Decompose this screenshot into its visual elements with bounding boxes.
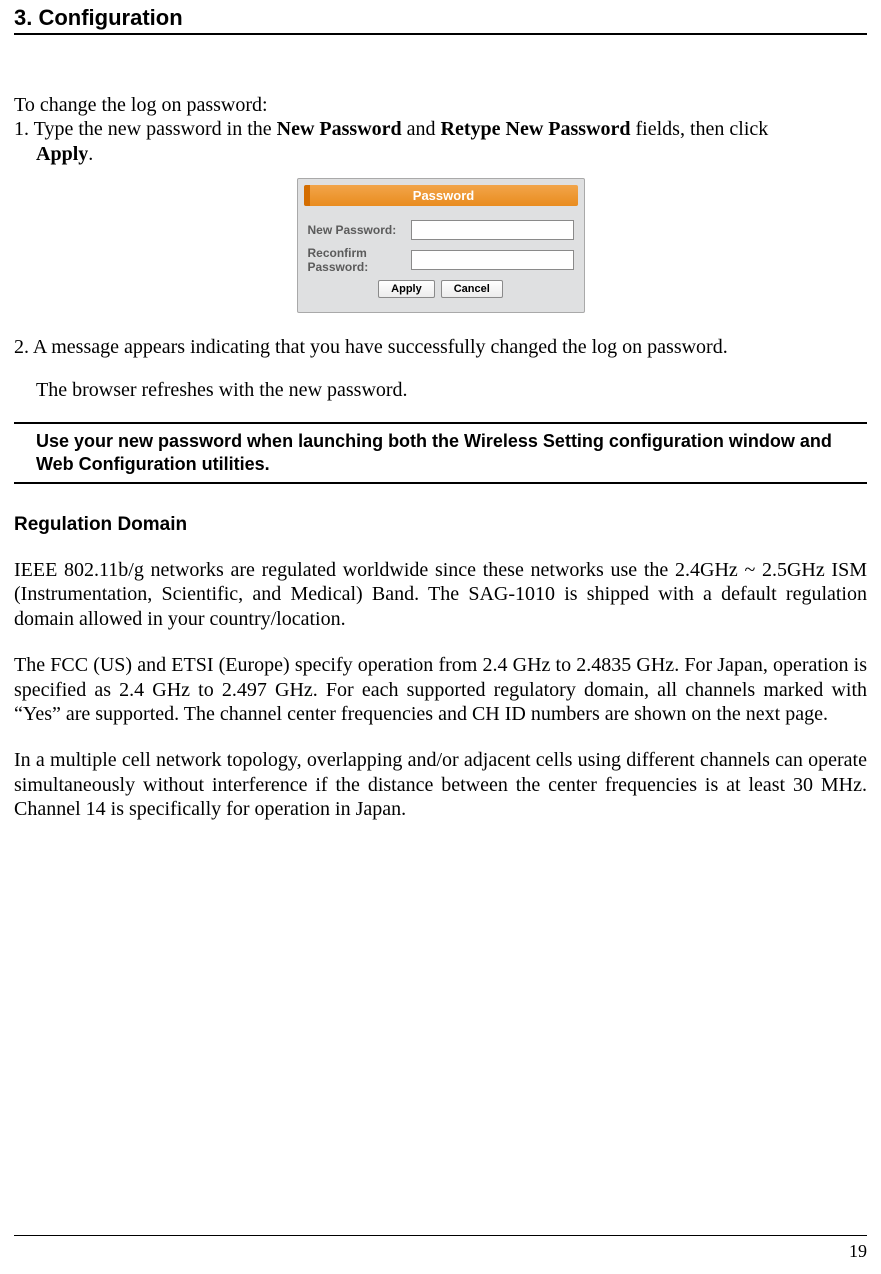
- password-panel-screenshot: Password New Password: Reconfirm Passwor…: [14, 178, 867, 313]
- step1-mid: and: [402, 118, 441, 140]
- new-password-input[interactable]: [411, 220, 574, 240]
- footer-rule: [14, 1235, 867, 1236]
- panel-body: New Password: Reconfirm Password: Apply …: [304, 206, 578, 304]
- refresh-line: The browser refreshes with the new passw…: [14, 378, 867, 402]
- intro-line: To change the log on password:: [14, 93, 867, 117]
- new-password-bold: New Password: [277, 118, 402, 140]
- reconfirm-password-input[interactable]: [411, 250, 574, 270]
- panel-button-row: Apply Cancel: [308, 280, 574, 298]
- panel-header: Password: [304, 185, 578, 206]
- password-panel: Password New Password: Reconfirm Passwor…: [297, 178, 585, 313]
- new-password-label: New Password:: [308, 223, 411, 237]
- paragraph-1: IEEE 802.11b/g networks are regulated wo…: [14, 558, 867, 631]
- step-2: 2. A message appears indicating that you…: [14, 335, 867, 359]
- note-text: Use your new password when launching bot…: [36, 430, 867, 476]
- note-box: Use your new password when launching bot…: [14, 422, 867, 484]
- step1-prefix: 1. Type the new password in the: [14, 118, 277, 140]
- apply-bold: Apply: [36, 143, 88, 165]
- regulation-domain-heading: Regulation Domain: [14, 514, 867, 536]
- chapter-title: 3. Configuration: [14, 5, 867, 35]
- paragraph-3: In a multiple cell network topology, ove…: [14, 748, 867, 821]
- apply-suffix: .: [88, 143, 93, 165]
- paragraph-2: The FCC (US) and ETSI (Europe) specify o…: [14, 653, 867, 726]
- new-password-row: New Password:: [308, 220, 574, 240]
- reconfirm-password-row: Reconfirm Password:: [308, 246, 574, 274]
- page-number: 19: [849, 1241, 867, 1262]
- apply-button[interactable]: Apply: [378, 280, 435, 298]
- cancel-button[interactable]: Cancel: [441, 280, 503, 298]
- retype-password-bold: Retype New Password: [441, 118, 631, 140]
- reconfirm-password-label: Reconfirm Password:: [308, 246, 411, 274]
- step1-suffix: fields, then click: [631, 118, 769, 140]
- step-1: 1. Type the new password in the New Pass…: [14, 117, 867, 166]
